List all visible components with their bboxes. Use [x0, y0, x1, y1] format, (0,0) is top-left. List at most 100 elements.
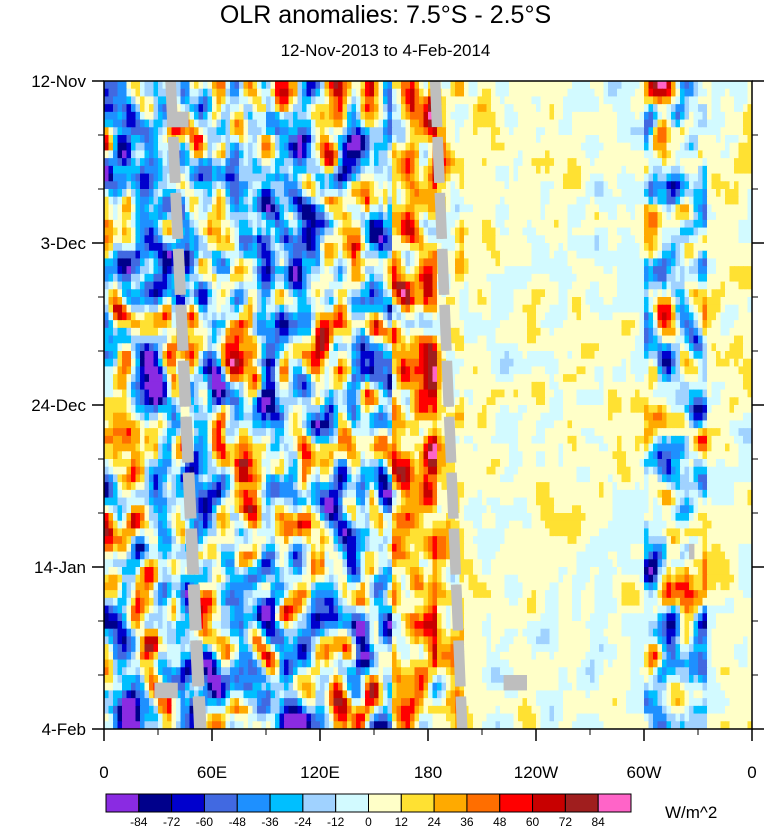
- field-cell: [464, 281, 470, 290]
- field-cell: [315, 88, 321, 98]
- field-cell: [257, 165, 263, 175]
- field-cell: [383, 181, 389, 190]
- field-cell: [657, 289, 663, 298]
- field-cell: [500, 243, 506, 252]
- field-cell: [738, 327, 744, 337]
- field-cell: [662, 150, 668, 159]
- field-cell: [248, 104, 254, 113]
- field-cell: [257, 273, 263, 283]
- field-cell: [140, 258, 146, 267]
- field-cell: [743, 219, 749, 229]
- field-cell: [594, 111, 600, 121]
- field-cell: [189, 204, 195, 213]
- field-cell: [378, 258, 384, 267]
- field-cell: [144, 81, 150, 90]
- field-cell: [603, 204, 609, 213]
- field-cell: [266, 173, 272, 182]
- field-cell: [410, 135, 416, 144]
- field-cell: [464, 297, 470, 306]
- field-cell: [617, 111, 623, 121]
- field-cell: [563, 173, 569, 182]
- field-cell: [684, 250, 690, 260]
- field-cell: [671, 181, 677, 190]
- field-cell: [698, 212, 704, 221]
- field-cell: [365, 335, 371, 344]
- field-cell: [464, 304, 470, 314]
- field-cell: [464, 273, 470, 283]
- field-cell: [378, 81, 384, 90]
- field-cell: [680, 273, 686, 283]
- field-cell: [729, 196, 735, 206]
- field-cell: [360, 304, 366, 314]
- field-cell: [653, 297, 659, 306]
- field-cell: [455, 127, 461, 136]
- field-cell: [360, 204, 366, 213]
- field-cell: [122, 135, 128, 144]
- field-cell: [252, 104, 258, 113]
- field-cell: [608, 258, 614, 267]
- field-cell: [234, 111, 240, 121]
- field-cell: [459, 204, 465, 213]
- field-cell: [167, 219, 173, 229]
- field-cell: [729, 243, 735, 252]
- field-cell: [459, 196, 465, 206]
- field-cell: [153, 88, 159, 98]
- field-cell: [311, 204, 317, 213]
- field-cell: [221, 104, 227, 113]
- field-cell: [509, 88, 515, 98]
- field-cell: [270, 281, 276, 290]
- field-cell: [603, 165, 609, 175]
- field-cell: [509, 142, 515, 152]
- field-cell: [369, 266, 375, 275]
- field-cell: [266, 281, 272, 290]
- field-cell: [459, 289, 465, 298]
- field-cell: [671, 81, 677, 90]
- field-cell: [423, 258, 429, 267]
- field-cell: [153, 235, 159, 244]
- field-cell: [243, 243, 249, 252]
- field-cell: [707, 158, 713, 167]
- field-cell: [315, 281, 321, 290]
- field-cell: [279, 304, 285, 314]
- field-cell: [234, 312, 240, 321]
- field-cell: [230, 273, 236, 283]
- field-cell: [356, 204, 362, 213]
- field-cell: [689, 158, 695, 167]
- field-cell: [162, 189, 168, 198]
- field-cell: [396, 320, 402, 329]
- field-cell: [104, 250, 110, 260]
- field-cell: [504, 204, 510, 213]
- field-cell: [410, 250, 416, 260]
- field-cell: [153, 289, 159, 298]
- field-cell: [635, 127, 641, 136]
- field-cell: [743, 173, 749, 182]
- field-cell: [311, 335, 317, 344]
- field-cell: [554, 304, 560, 314]
- field-cell: [482, 119, 488, 128]
- field-cell: [162, 88, 168, 98]
- field-cell: [306, 297, 312, 306]
- field-cell: [333, 250, 339, 260]
- field-cell: [662, 104, 668, 113]
- field-cell: [243, 250, 249, 260]
- field-cell: [491, 304, 497, 314]
- field-cell: [536, 273, 542, 283]
- field-cell: [284, 297, 290, 306]
- field-cell: [603, 150, 609, 159]
- field-cell: [531, 320, 537, 329]
- field-cell: [738, 304, 744, 314]
- field-cell: [500, 181, 506, 190]
- field-cell: [657, 181, 663, 190]
- field-cell: [347, 327, 353, 337]
- field-cell: [140, 135, 146, 144]
- field-cell: [387, 158, 393, 167]
- field-cell: [131, 335, 137, 344]
- field-cell: [666, 297, 672, 306]
- field-cell: [603, 189, 609, 198]
- field-cell: [347, 320, 353, 329]
- field-cell: [410, 204, 416, 213]
- field-cell: [662, 289, 668, 298]
- field-cell: [473, 173, 479, 182]
- field-cell: [248, 243, 254, 252]
- field-cell: [738, 312, 744, 321]
